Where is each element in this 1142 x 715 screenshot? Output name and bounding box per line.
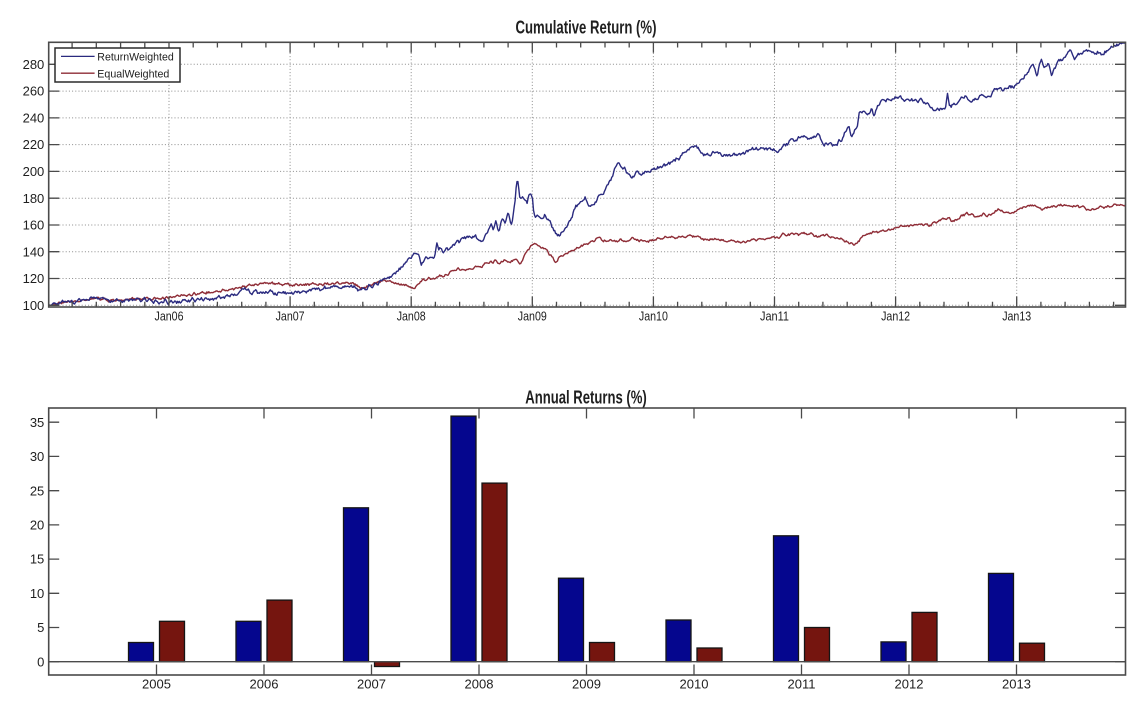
svg-text:Cumulative Return (%): Cumulative Return (%): [516, 17, 657, 37]
svg-text:2012: 2012: [895, 677, 924, 692]
svg-text:20: 20: [30, 518, 44, 533]
svg-text:Annual Returns (%): Annual Returns (%): [525, 387, 647, 407]
svg-text:Jan12: Jan12: [881, 309, 910, 324]
svg-text:25: 25: [30, 483, 44, 498]
svg-text:2007: 2007: [357, 677, 386, 692]
svg-text:240: 240: [23, 111, 45, 126]
svg-text:ReturnWeighted: ReturnWeighted: [97, 51, 174, 63]
svg-text:0: 0: [37, 654, 44, 669]
svg-text:EqualWeighted: EqualWeighted: [97, 68, 169, 80]
svg-text:Jan07: Jan07: [276, 309, 305, 324]
svg-text:Jan06: Jan06: [155, 309, 184, 324]
svg-text:Jan13: Jan13: [1002, 309, 1031, 324]
svg-text:220: 220: [23, 137, 45, 152]
svg-text:200: 200: [23, 164, 45, 179]
svg-text:2006: 2006: [250, 677, 279, 692]
svg-text:Jan08: Jan08: [397, 309, 426, 324]
svg-text:100: 100: [23, 298, 45, 313]
svg-text:5: 5: [37, 620, 44, 635]
svg-text:10: 10: [30, 586, 44, 601]
svg-text:30: 30: [30, 449, 44, 464]
svg-text:Jan11: Jan11: [760, 309, 789, 324]
svg-text:160: 160: [23, 218, 45, 233]
svg-text:180: 180: [23, 191, 45, 206]
svg-text:120: 120: [23, 271, 45, 286]
svg-text:2005: 2005: [142, 677, 171, 692]
svg-text:140: 140: [23, 244, 45, 259]
svg-text:2011: 2011: [788, 677, 816, 692]
svg-text:Jan10: Jan10: [639, 309, 668, 324]
svg-text:260: 260: [23, 84, 45, 99]
svg-text:15: 15: [30, 552, 44, 567]
svg-text:2010: 2010: [680, 677, 709, 692]
svg-text:Jan09: Jan09: [518, 309, 547, 324]
svg-text:280: 280: [23, 57, 45, 72]
svg-text:2008: 2008: [465, 677, 494, 692]
svg-text:35: 35: [30, 415, 44, 430]
svg-text:2013: 2013: [1002, 677, 1031, 692]
svg-text:2009: 2009: [572, 677, 601, 692]
